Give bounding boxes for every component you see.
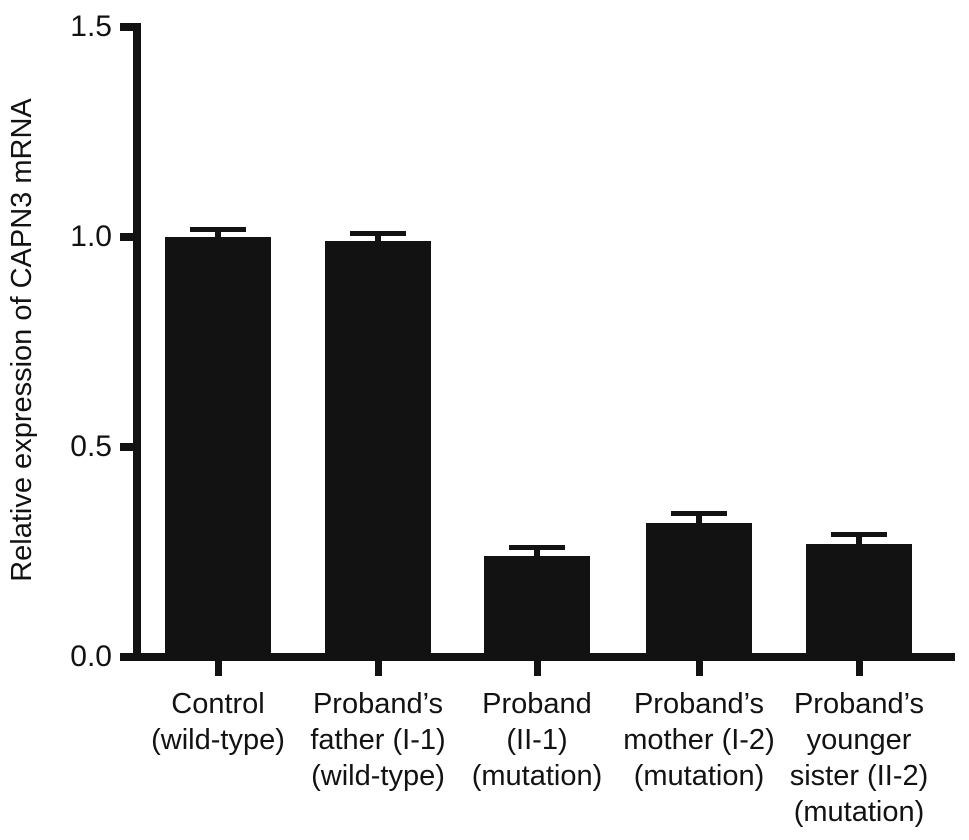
- y-tick-mark: [120, 23, 134, 31]
- y-tick-mark: [120, 233, 134, 241]
- x-tick-label-line: Proband’s: [633, 688, 765, 720]
- y-tick-mark: [120, 443, 134, 451]
- x-tick-label: Proband (II-1) (mutation): [437, 686, 637, 794]
- error-bar-stem: [696, 513, 702, 525]
- bar: [325, 241, 431, 655]
- x-tick-mark: [855, 661, 863, 676]
- x-tick-label-line: Proband: [482, 688, 592, 720]
- x-tick-label: Proband’s mother (I-2) (mutation): [599, 686, 799, 794]
- x-tick-mark: [695, 661, 703, 676]
- x-tick-mark: [214, 661, 222, 676]
- bar: [165, 237, 271, 655]
- y-tick-label: 0.5: [70, 430, 112, 463]
- x-tick-label-line: (wild-type): [151, 724, 285, 756]
- error-bar-stem: [375, 232, 381, 244]
- bar: [806, 543, 912, 655]
- error-bar-cap: [350, 230, 406, 236]
- y-axis-label: Relative expression of CAPN3 mRNA: [6, 98, 38, 582]
- y-axis-line: [133, 23, 141, 661]
- x-tick-label: Control (wild-type): [118, 686, 318, 758]
- error-bar-stem: [856, 534, 862, 546]
- x-tick-label-line: (mutation): [633, 760, 765, 792]
- x-tick-label-line: (II-1): [506, 724, 568, 756]
- error-bar-stem: [534, 546, 540, 559]
- x-tick-label-line: (wild-type): [311, 760, 445, 792]
- y-tick-label: 1.5: [70, 10, 112, 43]
- bar: [646, 522, 752, 655]
- bar: [484, 556, 590, 655]
- error-bar-cap: [190, 226, 246, 232]
- x-tick-label-line: (mutation): [471, 760, 603, 792]
- error-bar-cap: [831, 532, 887, 538]
- y-tick-label: 1.0: [70, 220, 112, 253]
- x-tick-label-line: Control: [171, 688, 265, 720]
- x-tick-label-line: father (I-1): [310, 724, 446, 756]
- x-tick-label: Proband’s father (I-1) (wild-type): [278, 686, 478, 794]
- x-tick-label-line: mother (I-2): [623, 724, 775, 756]
- y-tick-mark: [120, 653, 134, 661]
- x-tick-mark: [374, 661, 382, 676]
- x-tick-label-line: younger: [806, 724, 912, 756]
- y-tick-label: 0.0: [70, 640, 112, 673]
- x-tick-label-line: (mutation): [793, 796, 925, 828]
- error-bar-cap: [671, 511, 727, 517]
- x-tick-label-line: sister (II-2): [789, 760, 929, 792]
- x-tick-mark: [533, 661, 541, 676]
- error-bar-cap: [509, 544, 565, 550]
- x-tick-label-line: Proband’s: [793, 688, 925, 720]
- x-tick-label: Proband’s younger sister (II-2) (mutation): [759, 686, 959, 830]
- error-bar-stem: [215, 228, 221, 239]
- x-axis-line: [133, 653, 955, 661]
- x-tick-label-line: Proband’s: [312, 688, 444, 720]
